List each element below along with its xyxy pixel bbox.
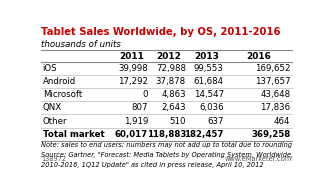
- Text: Other: Other: [43, 116, 67, 125]
- Text: 182,457: 182,457: [184, 130, 224, 139]
- Text: 37,878: 37,878: [156, 77, 186, 86]
- Text: 464: 464: [274, 116, 291, 125]
- Text: 807: 807: [132, 103, 148, 112]
- Text: 61,684: 61,684: [194, 77, 224, 86]
- Text: 2,643: 2,643: [161, 103, 186, 112]
- Text: QNX: QNX: [43, 103, 62, 112]
- Text: 137,657: 137,657: [255, 77, 291, 86]
- Text: 43,648: 43,648: [260, 90, 291, 99]
- Text: 0: 0: [143, 90, 148, 99]
- Text: 2012: 2012: [157, 52, 182, 61]
- Text: 17,292: 17,292: [118, 77, 148, 86]
- Text: Tablet Sales Worldwide, by OS, 2011-2016: Tablet Sales Worldwide, by OS, 2011-2016: [41, 27, 280, 37]
- Text: 138972: 138972: [41, 156, 66, 162]
- Text: 99,553: 99,553: [194, 64, 224, 73]
- Text: Android: Android: [43, 77, 76, 86]
- Text: 2016: 2016: [247, 52, 272, 61]
- Text: 17,836: 17,836: [260, 103, 291, 112]
- Text: 118,883: 118,883: [147, 130, 186, 139]
- Text: 39,998: 39,998: [118, 64, 148, 73]
- Text: iOS: iOS: [43, 64, 57, 73]
- Text: Source: Gartner, "Forecast: Media Tablets by Operating System, Worldwide,: Source: Gartner, "Forecast: Media Tablet…: [41, 152, 293, 158]
- Text: 6,036: 6,036: [199, 103, 224, 112]
- Text: 510: 510: [169, 116, 186, 125]
- Text: Microsoft: Microsoft: [43, 90, 82, 99]
- Text: 2011: 2011: [119, 52, 144, 61]
- Text: Note: sales to end users; numbers may not add up to total due to rounding: Note: sales to end users; numbers may no…: [41, 141, 292, 148]
- Text: 2010-2016, 1Q12 Update" as cited in press release, April 10, 2012: 2010-2016, 1Q12 Update" as cited in pres…: [41, 162, 264, 168]
- Text: 4,863: 4,863: [161, 90, 186, 99]
- Text: 60,017: 60,017: [115, 130, 148, 139]
- Text: www.eMarketer.com: www.eMarketer.com: [225, 156, 292, 162]
- Text: 1,919: 1,919: [124, 116, 148, 125]
- Text: 169,652: 169,652: [255, 64, 291, 73]
- Text: 369,258: 369,258: [251, 130, 291, 139]
- Text: 72,988: 72,988: [156, 64, 186, 73]
- Text: Total market: Total market: [43, 130, 104, 139]
- Text: thousands of units: thousands of units: [41, 40, 121, 49]
- Text: 2013: 2013: [194, 52, 219, 61]
- Text: 14,547: 14,547: [194, 90, 224, 99]
- Text: 637: 637: [207, 116, 224, 125]
